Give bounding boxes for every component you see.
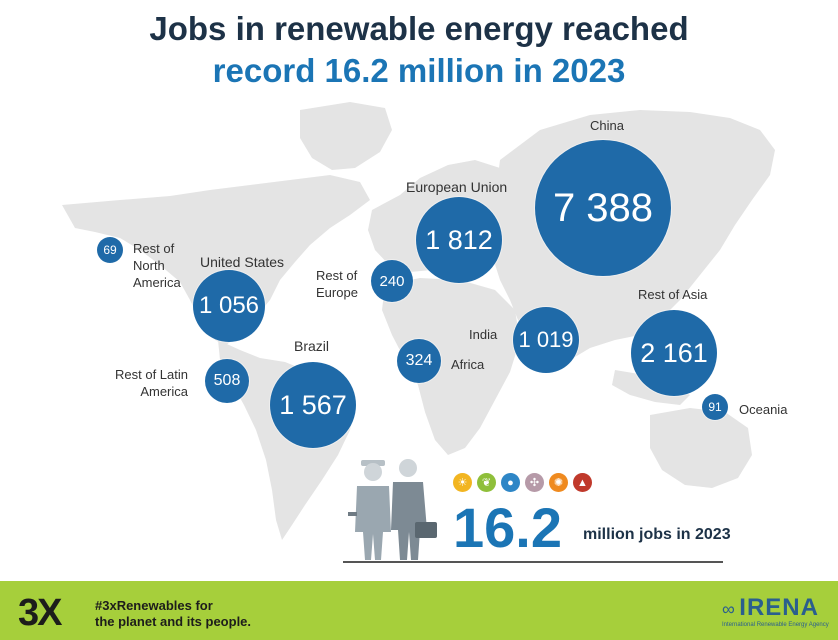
label-africa: Africa: [451, 357, 485, 372]
map-north-america: [62, 175, 370, 346]
bubble-rest-of-europe: 240: [371, 260, 413, 302]
bubble-rest-of-north-america: 69: [97, 237, 123, 263]
worker-businessman-icon: [391, 459, 437, 560]
value-rest-of-latin-america: 508: [213, 372, 241, 389]
total-underline: [343, 561, 723, 563]
label-oceania: Oceania: [739, 402, 788, 417]
tagline-line-1: #3xRenewables for: [95, 598, 213, 613]
solar-icon: ☀: [453, 473, 472, 492]
bubble-brazil: 1 567: [270, 362, 356, 448]
footer-bar: 3X #3xRenewables for the planet and its …: [0, 581, 838, 640]
irena-mark-icon: ∞: [722, 599, 735, 619]
bubble-united-states: 1 056: [193, 270, 265, 342]
label-european-union: European Union: [406, 179, 508, 195]
bubble-india: 1 019: [513, 307, 579, 373]
technology-icons: ☀ ❦ ● ✣ ✺ ▲: [453, 473, 592, 492]
map-africa: [382, 278, 520, 455]
title-line-1: Jobs in renewable energy reached: [149, 10, 689, 47]
bubble-european-union: 1 812: [416, 197, 502, 283]
value-oceania: 91: [708, 400, 722, 414]
bubble-oceania: 91: [702, 394, 728, 420]
value-africa: 324: [405, 352, 433, 369]
worker-engineer-icon: [348, 460, 391, 560]
bubble-africa: 324: [397, 339, 441, 383]
value-united-states: 1 056: [198, 292, 260, 319]
label-rest-of-asia: Rest of Asia: [638, 287, 708, 302]
footer-tagline: #3xRenewables for the planet and its peo…: [95, 598, 251, 630]
total-jobs-text: million jobs in 2023: [583, 526, 731, 543]
bubble-rest-of-asia: 2 161: [631, 310, 717, 396]
total-jobs-value: 16.2: [453, 496, 562, 559]
logo-3x: 3X: [18, 592, 63, 634]
value-china: 7 388: [552, 185, 654, 230]
map-greenland: [300, 102, 392, 170]
label-rest-of-latin-america: Rest of Latin America: [115, 367, 188, 399]
wind-icon: ✣: [525, 473, 544, 492]
value-india: 1 019: [518, 327, 574, 352]
label-china: China: [590, 118, 624, 133]
label-brazil: Brazil: [294, 338, 330, 354]
irena-logo: ∞ IRENA International Renewable Energy A…: [722, 594, 829, 628]
bioenergy-icon: ❦: [477, 473, 496, 492]
geothermal-icon: ✺: [549, 473, 568, 492]
value-european-union: 1 812: [425, 224, 493, 255]
value-rest-of-north-america: 69: [103, 243, 117, 257]
irena-wordmark: IRENA: [739, 594, 819, 621]
other-renewables-icon: ▲: [573, 473, 592, 492]
value-rest-of-asia: 2 161: [640, 337, 708, 368]
title-line-2: record 16.2 million in 2023: [212, 52, 626, 89]
bubble-china: 7 388: [535, 140, 671, 276]
value-brazil: 1 567: [279, 389, 347, 420]
label-india: India: [469, 327, 498, 342]
value-rest-of-europe: 240: [379, 272, 405, 290]
label-rest-of-europe: Rest of Europe: [316, 268, 358, 300]
hydropower-icon: ●: [501, 473, 520, 492]
irena-subtitle: International Renewable Energy Agency: [722, 622, 829, 628]
tagline-line-2: the planet and its people.: [95, 614, 252, 629]
workers-illustration: [348, 459, 437, 560]
bubble-rest-of-latin-america: 508: [205, 359, 249, 403]
label-rest-of-north-america: Rest of North America: [133, 241, 181, 290]
label-united-states: United States: [200, 254, 285, 270]
map-australia: [650, 408, 752, 488]
